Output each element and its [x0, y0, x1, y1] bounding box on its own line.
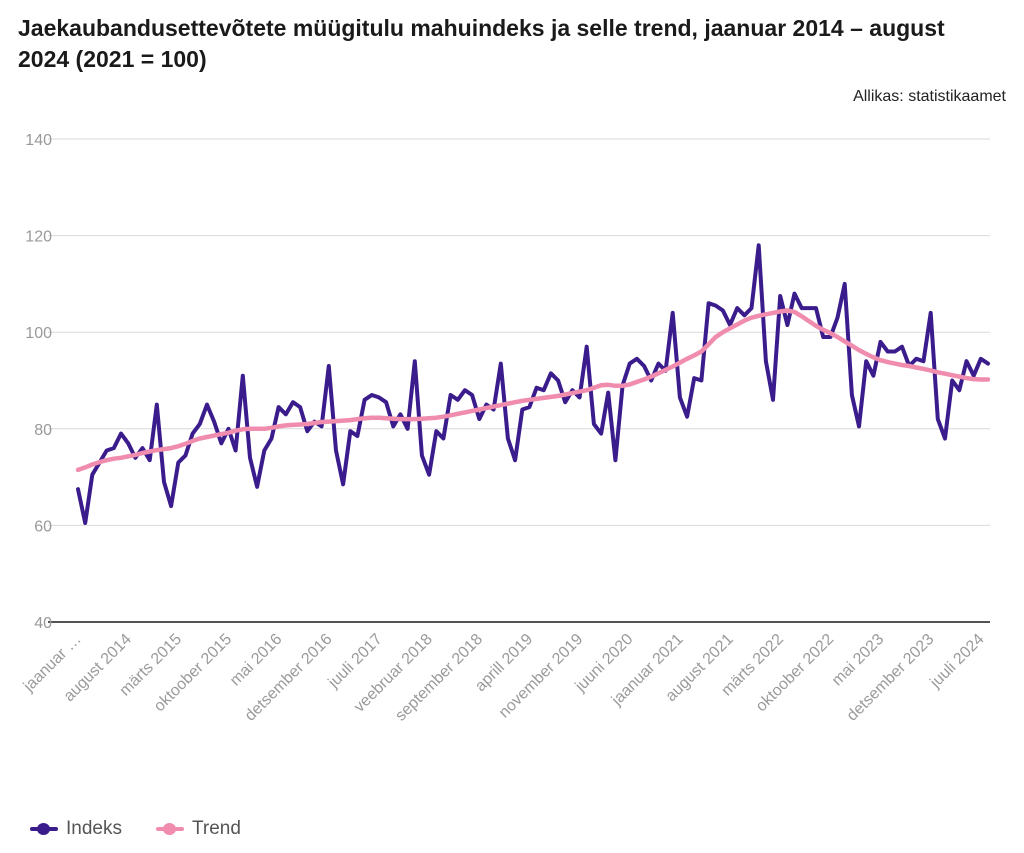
series-points-trend — [77, 310, 989, 470]
x-tick-label: september 2018 — [392, 631, 486, 725]
source-note: Allikas: statistikaamet — [853, 88, 1006, 105]
chart-title: Jaekaubandusettevõtete müügitulu mahuind… — [18, 15, 945, 72]
trend-swatch-icon — [155, 823, 184, 835]
line-chart: 40 60 80 100 120 140 jaanuar …august 2014märt… — [20, 132, 991, 725]
y-tick-label: 40 — [34, 615, 52, 632]
series-line-indeks — [76, 243, 990, 525]
y-axis-ticks: 40 60 80 100 120 140 — [25, 132, 52, 632]
y-tick-label: 120 — [25, 229, 52, 246]
legend-item-trend[interactable]: Trend — [155, 818, 241, 840]
y-tick-label: 80 — [34, 422, 52, 439]
y-tick-label: 60 — [34, 518, 52, 535]
x-tick-label: detsember 2016 — [242, 631, 336, 725]
legend-item-indeks[interactable]: Indeks — [30, 818, 122, 840]
series-layer — [75, 243, 991, 525]
series-line-trend — [75, 308, 991, 473]
y-tick-label: 140 — [25, 132, 52, 149]
x-tick-label: juuli 2024 — [926, 631, 987, 692]
x-tick-label: detsember 2023 — [844, 631, 938, 725]
legend: Indeks Trend — [30, 818, 275, 840]
y-tick-label: 100 — [25, 325, 52, 342]
indeks-swatch-icon — [30, 823, 58, 835]
legend-label-indeks: Indeks — [66, 818, 122, 839]
legend-label-trend: Trend — [191, 818, 241, 839]
gridlines — [48, 138, 990, 623]
